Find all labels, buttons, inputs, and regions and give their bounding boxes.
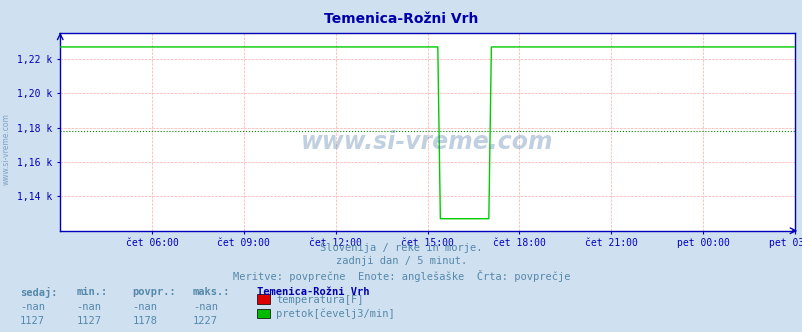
Text: 1127: 1127 (20, 316, 45, 326)
Text: -nan: -nan (192, 302, 217, 312)
Text: www.si-vreme.com: www.si-vreme.com (301, 130, 553, 154)
Text: 1178: 1178 (132, 316, 157, 326)
Text: Meritve: povprečne  Enote: anglešaške  Črta: povprečje: Meritve: povprečne Enote: anglešaške Črt… (233, 270, 569, 282)
Text: 1227: 1227 (192, 316, 217, 326)
Text: -nan: -nan (76, 302, 101, 312)
Text: sedaj:: sedaj: (20, 287, 58, 298)
Text: 1127: 1127 (76, 316, 101, 326)
Text: zadnji dan / 5 minut.: zadnji dan / 5 minut. (335, 256, 467, 266)
Text: pretok[čevelj3/min]: pretok[čevelj3/min] (276, 309, 395, 319)
Text: Temenica-Rožni Vrh: Temenica-Rožni Vrh (324, 12, 478, 26)
Text: maks.:: maks.: (192, 287, 230, 297)
Text: -nan: -nan (20, 302, 45, 312)
Text: min.:: min.: (76, 287, 107, 297)
Text: www.si-vreme.com: www.si-vreme.com (2, 114, 11, 185)
Text: -nan: -nan (132, 302, 157, 312)
Text: Temenica-Rožni Vrh: Temenica-Rožni Vrh (257, 287, 369, 297)
Text: Slovenija / reke in morje.: Slovenija / reke in morje. (320, 243, 482, 253)
Text: temperatura[F]: temperatura[F] (276, 295, 363, 305)
Text: povpr.:: povpr.: (132, 287, 176, 297)
